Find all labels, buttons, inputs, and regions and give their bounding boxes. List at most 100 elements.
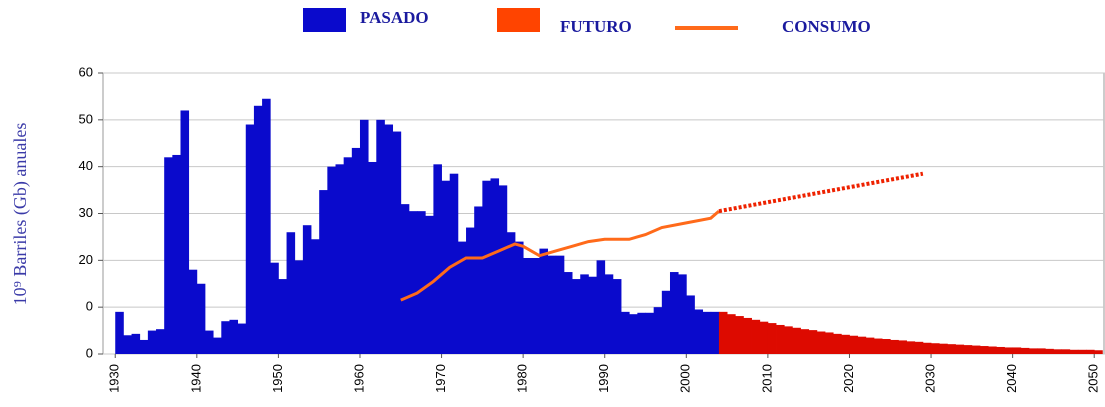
bar <box>441 180 451 354</box>
y-tick-label: 50 <box>79 111 93 126</box>
x-tick-label: 2020 <box>841 364 856 393</box>
bar <box>523 257 532 354</box>
y-tick-label: 30 <box>79 205 93 220</box>
x-tick-label: 1930 <box>107 364 122 393</box>
bar <box>890 339 899 354</box>
bar <box>139 339 149 354</box>
bar <box>572 279 581 354</box>
bar <box>1012 347 1022 354</box>
line-projection <box>718 171 924 214</box>
bar <box>979 346 989 354</box>
bar <box>727 314 736 354</box>
bar <box>776 324 785 354</box>
bar <box>270 262 279 354</box>
bar <box>498 185 508 354</box>
bar <box>262 98 271 354</box>
y-axis-label: 10⁹ Barriles (Gb) anuales <box>10 123 31 306</box>
bar <box>311 239 320 354</box>
bar <box>204 330 214 354</box>
bar <box>906 341 916 354</box>
bar <box>735 316 744 354</box>
bar <box>188 269 198 354</box>
bar <box>115 311 124 354</box>
y-tick-label: 0 <box>86 345 93 360</box>
bar <box>400 204 410 354</box>
bar <box>180 110 190 354</box>
bar <box>384 124 394 355</box>
bar <box>637 312 646 354</box>
bar <box>490 178 500 354</box>
bar <box>800 329 810 354</box>
bar <box>278 279 287 354</box>
bar <box>286 232 296 354</box>
bar <box>669 272 679 354</box>
y-tick-label: 40 <box>79 158 93 173</box>
bar <box>506 232 516 354</box>
bar <box>996 346 1005 354</box>
bar <box>229 319 239 354</box>
bar <box>710 311 720 354</box>
bar <box>319 190 328 354</box>
bar <box>1086 349 1095 354</box>
bar <box>457 241 467 354</box>
bar <box>253 105 263 355</box>
bar <box>694 309 704 354</box>
x-tick-label: 1940 <box>188 364 203 393</box>
bar <box>808 330 818 354</box>
bar <box>376 119 385 354</box>
bar <box>833 333 842 354</box>
legend-label: PASADO <box>360 8 429 27</box>
legend-label: FUTURO <box>560 17 632 36</box>
bar <box>612 279 622 354</box>
bar <box>857 336 867 354</box>
bar <box>751 319 761 354</box>
bar <box>474 206 483 354</box>
bar <box>1004 347 1014 354</box>
bar <box>539 248 549 354</box>
bar <box>172 154 181 354</box>
x-tick-label: 2040 <box>1004 364 1019 393</box>
bar <box>604 274 614 354</box>
x-tick-label: 1990 <box>596 364 611 393</box>
bar <box>621 311 630 354</box>
y-tick-label: 20 <box>79 252 93 267</box>
bar <box>196 283 206 354</box>
bar <box>759 321 769 354</box>
bar <box>351 147 361 354</box>
bar <box>963 345 973 354</box>
bar <box>939 343 948 354</box>
legend-swatch <box>303 8 346 32</box>
bar <box>873 338 883 354</box>
bar <box>1077 349 1087 354</box>
bar <box>596 260 606 354</box>
bar <box>368 161 377 354</box>
legend-swatch <box>497 8 540 32</box>
bar <box>914 341 924 354</box>
bar <box>988 346 997 354</box>
bar <box>1037 348 1046 354</box>
bar <box>931 343 940 354</box>
bar <box>392 131 402 354</box>
bar <box>971 345 981 354</box>
bar <box>841 334 850 354</box>
y-tick-label: 60 <box>79 64 93 79</box>
bar <box>743 317 752 354</box>
bar <box>482 180 491 354</box>
bar <box>1094 350 1103 354</box>
bar <box>514 241 524 354</box>
bar <box>792 327 801 354</box>
bar <box>359 119 369 354</box>
bar <box>702 311 712 354</box>
bar <box>531 257 540 354</box>
x-tick-label: 1970 <box>433 364 448 393</box>
legend-label: CONSUMO <box>782 17 871 36</box>
bar <box>898 340 907 354</box>
bar <box>164 157 173 354</box>
bar <box>417 211 426 354</box>
bar <box>678 274 687 354</box>
bar <box>1069 349 1079 354</box>
bar <box>588 276 597 354</box>
x-tick-label: 2050 <box>1086 364 1101 393</box>
bar <box>686 295 695 354</box>
bar <box>645 312 655 354</box>
